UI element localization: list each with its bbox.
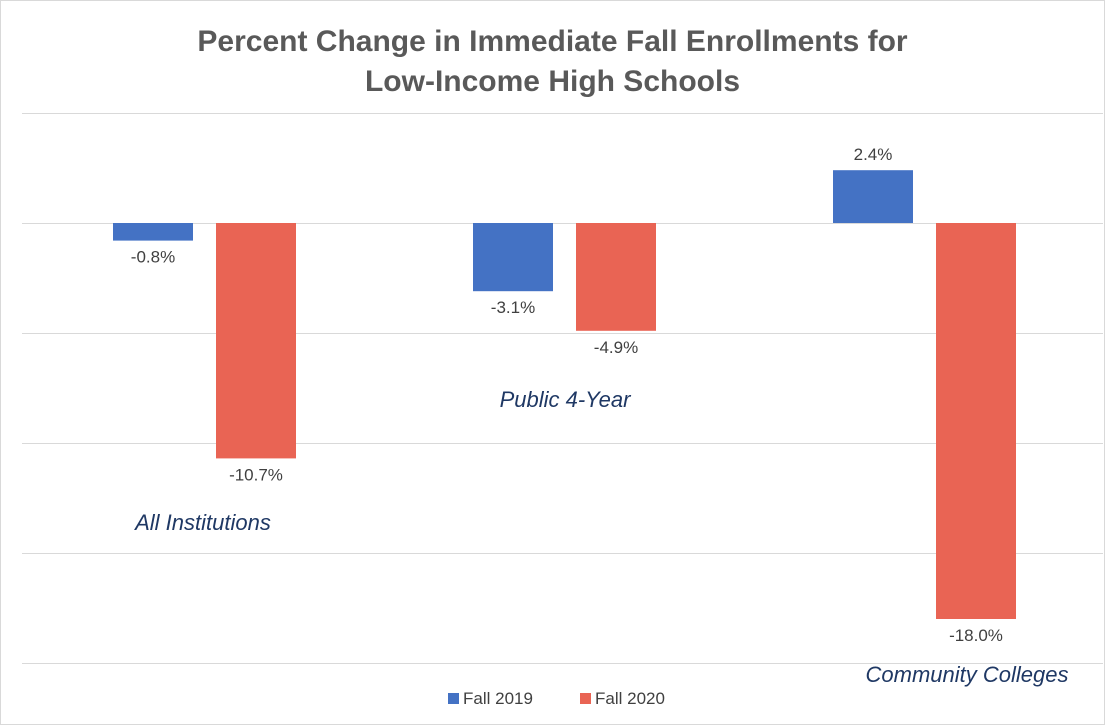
bar-fall-2020-1 xyxy=(576,223,656,331)
legend-swatch xyxy=(580,693,591,704)
category-label: Public 4-Year xyxy=(500,387,633,412)
legend: Fall 2019 Fall 2020 xyxy=(448,689,665,708)
chart-title: Percent Change in Immediate Fall Enrollm… xyxy=(0,22,1105,102)
bars xyxy=(113,170,1016,619)
bar-fall-2019-0 xyxy=(113,223,193,241)
data-label: -18.0% xyxy=(949,626,1003,645)
data-label: -3.1% xyxy=(491,298,535,317)
legend-label: Fall 2020 xyxy=(595,689,665,708)
data-label: 2.4% xyxy=(854,145,893,164)
data-label: -0.8% xyxy=(131,248,175,267)
bar-fall-2019-2 xyxy=(833,170,913,223)
chart-title-line-2: Low-Income High Schools xyxy=(364,65,740,98)
category-labels: All Institutions Public 4-Year Community C… xyxy=(133,387,1068,687)
bar-fall-2019-1 xyxy=(473,223,553,292)
category-label: Community Colleges xyxy=(866,662,1069,687)
legend-label: Fall 2019 xyxy=(463,689,533,708)
bar-fall-2020-2 xyxy=(936,223,1016,619)
data-labels: -0.8% -3.1% 2.4% -10.7% -4.9% -18.0% xyxy=(131,145,1003,645)
data-label: -4.9% xyxy=(594,338,638,357)
bar-fall-2020-0 xyxy=(216,223,296,459)
gridlines xyxy=(22,113,1103,664)
legend-swatch xyxy=(448,693,459,704)
data-label: -10.7% xyxy=(229,465,283,484)
chart-title-line-1: Percent Change in Immediate Fall Enrollm… xyxy=(197,25,908,58)
category-label: All Institutions xyxy=(133,510,271,535)
